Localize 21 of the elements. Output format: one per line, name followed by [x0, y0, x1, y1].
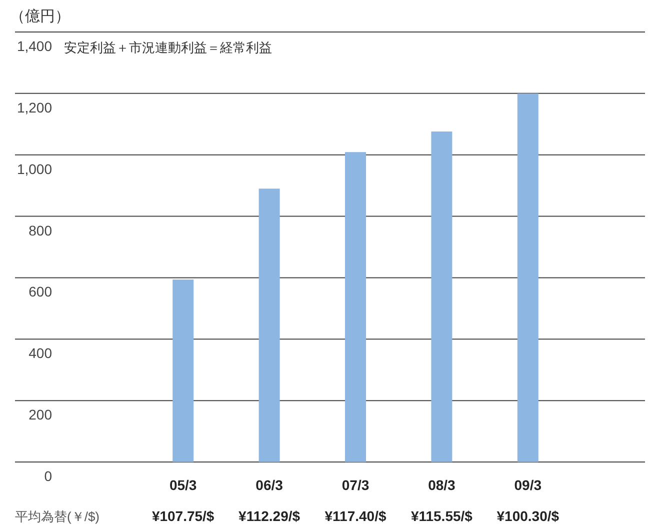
x-tick-label: 09/3	[514, 477, 542, 493]
text: ¥117.40/$	[324, 508, 386, 524]
y-tick-label: 600	[28, 284, 52, 300]
x-tick-label: 06/3	[256, 477, 284, 493]
text: ¥107.75/$	[152, 508, 214, 524]
y-tick-label: 400	[28, 345, 52, 362]
text: 安定利益＋市況連動利益＝経常利益	[64, 40, 272, 55]
x-tick-label: 07/3	[342, 477, 370, 493]
text: ¥100.30/$	[496, 508, 560, 524]
text: ¥112.29/$	[238, 508, 300, 524]
text: 平均為替(￥/$)	[15, 509, 100, 524]
x-tick-label: 05/3	[169, 477, 197, 493]
y-tick-label: 0	[44, 468, 52, 484]
y-tick-label: 1,000	[16, 160, 52, 177]
text: ¥115.55/$	[410, 508, 473, 524]
y-tick-label: 800	[28, 222, 52, 238]
y-tick-label: 1,200	[16, 99, 52, 116]
y-axis-title: （億円）	[10, 8, 70, 25]
y-tick-label: 1,400	[16, 38, 52, 54]
x-tick-label: 08/3	[428, 477, 456, 493]
y-tick-label: 200	[28, 406, 52, 423]
